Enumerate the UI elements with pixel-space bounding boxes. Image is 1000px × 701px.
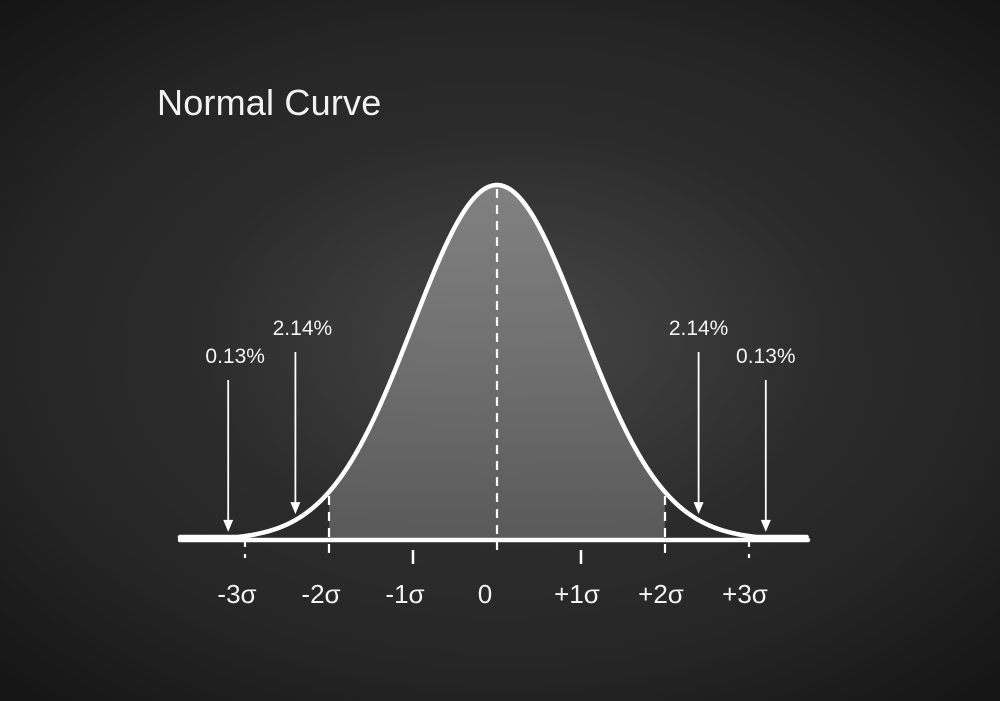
tick-label: -3σ [217,579,256,609]
tick-label: +1σ [554,579,600,609]
shaded-area [329,185,665,540]
normal-curve-line [177,182,809,540]
tick-label: 0 [478,579,492,609]
annotation-arrow-head [760,519,771,532]
chart-title: Normal Curve [157,82,382,123]
annotation-label: 0.13% [736,345,796,368]
annotation-label: 2.14% [669,317,729,340]
annotation-arrow-head [223,519,234,532]
annotation-arrow-head [693,502,704,515]
annotation-arrow-head [290,502,301,515]
tick-label: -1σ [385,579,424,609]
annotation-label: 0.13% [205,345,265,368]
tick-label: +3σ [722,579,768,609]
annotation-label: 2.14% [273,317,333,340]
tick-label: +2σ [638,579,684,609]
tick-label: -2σ [301,579,340,609]
